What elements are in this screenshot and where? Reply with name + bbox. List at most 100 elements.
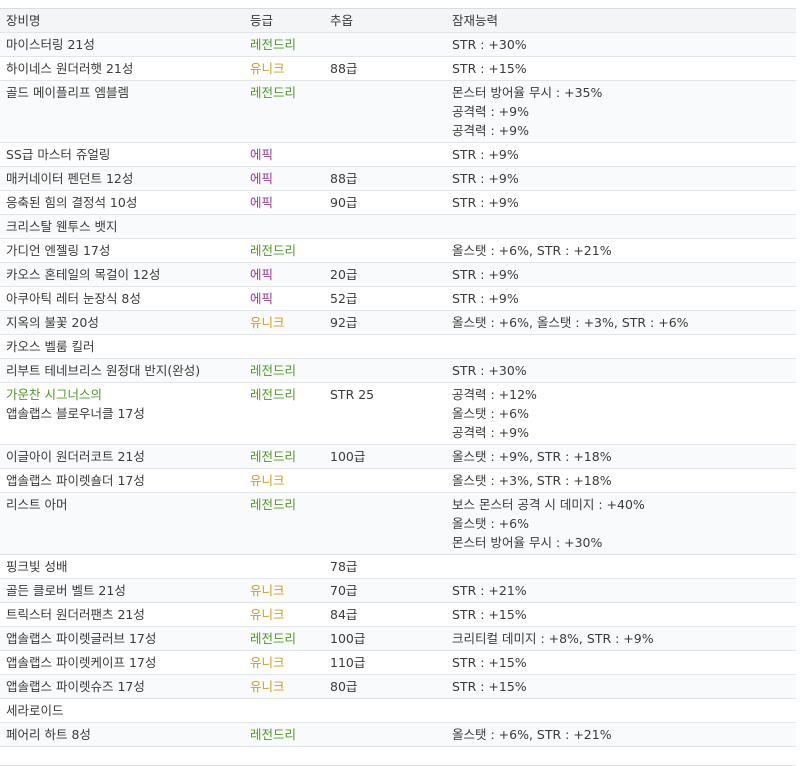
equipment-name-line: 이글아이 원더러코트 21성 xyxy=(6,449,145,464)
cell-potential: STR : +9% xyxy=(446,142,796,167)
cell-flame: 80급 xyxy=(324,674,446,699)
cell-grade: 에픽 xyxy=(244,262,324,287)
cell-equipment-name: 아쿠아틱 레터 눈장식 8성 xyxy=(0,286,244,311)
equipment-name-line: 카오스 혼테일의 목걸이 12성 xyxy=(6,267,161,282)
cell-flame: 88급 xyxy=(324,166,446,191)
equipment-name-line: 지옥의 불꽃 20성 xyxy=(6,315,99,330)
cell-grade: 유니크 xyxy=(244,602,324,627)
cell-grade: 레전드리 xyxy=(244,492,324,555)
cell-potential: STR : +15% xyxy=(446,674,796,699)
cell-flame xyxy=(324,492,446,555)
potential-line: STR : +9% xyxy=(452,147,519,162)
cell-flame: 84급 xyxy=(324,602,446,627)
cell-equipment-name: 앱솔랩스 파이렛글러브 17성 xyxy=(0,626,244,651)
cell-grade: 에픽 xyxy=(244,166,324,191)
cell-equipment-name: 앱솔랩스 파이렛케이프 17성 xyxy=(0,650,244,675)
potential-line: 공격력 : +9% xyxy=(452,104,529,119)
cell-potential: STR : +9% xyxy=(446,190,796,215)
equipment-name-line: 마이스터링 21성 xyxy=(6,37,95,52)
empty-cell xyxy=(324,746,446,766)
cell-potential: STR : +15% xyxy=(446,56,796,81)
cell-potential: STR : +9% xyxy=(446,286,796,311)
cell-potential: 올스탯 : +3%, STR : +18% xyxy=(446,468,796,493)
table-row: 페어리 하트 8성 레전드리 올스탯 : +6%, STR : +21% xyxy=(0,722,796,747)
cell-flame xyxy=(324,722,446,747)
potential-line: 공격력 : +9% xyxy=(452,425,529,440)
potential-line: 올스탯 : +3%, STR : +18% xyxy=(452,473,612,488)
cell-equipment-name: 트릭스터 원더러팬츠 21성 xyxy=(0,602,244,627)
cell-equipment-name: 골드 메이플리프 엠블렘 xyxy=(0,80,244,143)
cell-flame xyxy=(324,142,446,167)
equipment-name-line: 트릭스터 원더러팬츠 21성 xyxy=(6,607,145,622)
cell-equipment-name: 세라로이드 xyxy=(0,698,244,723)
cell-potential: 올스탯 : +9%, STR : +18% xyxy=(446,444,796,469)
cell-grade: 유니크 xyxy=(244,650,324,675)
cell-flame: 78급 xyxy=(324,554,446,579)
cell-grade: 에픽 xyxy=(244,286,324,311)
equipment-name-line: 앱솔랩스 파이렛케이프 17성 xyxy=(6,655,157,670)
cell-equipment-name: 이글아이 원더러코트 21성 xyxy=(0,444,244,469)
potential-line: 몬스터 방어율 무시 : +30% xyxy=(452,535,603,550)
table-row: 트릭스터 원더러팬츠 21성 유니크 84급 STR : +15% xyxy=(0,602,796,627)
header-potential: 잠재능력 xyxy=(446,8,796,33)
table-row: 매커네이터 펜던트 12성 에픽 88급 STR : +9% xyxy=(0,166,796,191)
cell-equipment-name: 마이스터링 21성 xyxy=(0,32,244,57)
cell-equipment-name: 매커네이터 펜던트 12성 xyxy=(0,166,244,191)
potential-line: 올스탯 : +9%, STR : +18% xyxy=(452,449,612,464)
cell-equipment-name: 앱솔랩스 파이렛숄더 17성 xyxy=(0,468,244,493)
potential-line: STR : +9% xyxy=(452,195,519,210)
cell-flame: 20급 xyxy=(324,262,446,287)
equipment-name-line: 골드 메이플리프 엠블렘 xyxy=(6,85,129,100)
potential-line: 올스탯 : +6%, 올스탯 : +3%, STR : +6% xyxy=(452,315,689,330)
cell-potential: 올스탯 : +6%, STR : +21% xyxy=(446,722,796,747)
cell-flame xyxy=(324,698,446,723)
cell-grade: 유니크 xyxy=(244,674,324,699)
cell-flame: 52급 xyxy=(324,286,446,311)
equipment-name-line: 앱솔랩스 파이렛슈즈 17성 xyxy=(6,679,145,694)
equipment-name-line: 응축된 힘의 결정석 10성 xyxy=(6,195,138,210)
potential-line: STR : +9% xyxy=(452,171,519,186)
table-body: 마이스터링 21성 레전드리 STR : +30% 하이네스 원더러햇 21성 유니크 8… xyxy=(0,32,796,766)
cell-equipment-name: 하이네스 원더러햇 21성 xyxy=(0,56,244,81)
cell-flame xyxy=(324,214,446,239)
table-row: 앱솔랩스 파이렛슈즈 17성 유니크 80급 STR : +15% xyxy=(0,674,796,699)
cell-potential: STR : +9% xyxy=(446,262,796,287)
cell-grade: 레전드리 xyxy=(244,722,324,747)
table-row: 세라로이드 xyxy=(0,698,796,723)
table-row: 크리스탈 웬투스 뱃지 xyxy=(0,214,796,239)
potential-line: STR : +15% xyxy=(452,655,527,670)
cell-potential: STR : +30% xyxy=(446,358,796,383)
table-row: 카오스 벨룸 킬러 xyxy=(0,334,796,359)
table-row: 하이네스 원더러햇 21성 유니크 88급 STR : +15% xyxy=(0,56,796,81)
header-flame: 추옵 xyxy=(324,8,446,33)
potential-line: 몬스터 방어율 무시 : +35% xyxy=(452,85,603,100)
cell-potential: 보스 몬스터 공격 시 데미지 : +40% 올스탯 : +6% 몬스터 방어율 무… xyxy=(446,492,796,555)
cell-potential xyxy=(446,698,796,723)
table-row: 골드 메이플리프 엠블렘 레전드리 몬스터 방어율 무시 : +35% 공격력 : +… xyxy=(0,80,796,143)
equipment-name-line: 가운찬 시그너스의 xyxy=(6,387,102,402)
cell-flame: 88급 xyxy=(324,56,446,81)
equipment-name-line: 크리스탈 웬투스 뱃지 xyxy=(6,219,118,234)
cell-grade: 에픽 xyxy=(244,190,324,215)
cell-flame: 100급 xyxy=(324,626,446,651)
cell-potential xyxy=(446,554,796,579)
cell-grade: 에픽 xyxy=(244,142,324,167)
potential-line: 보스 몬스터 공격 시 데미지 : +40% xyxy=(452,497,645,512)
potential-line: 공격력 : +12% xyxy=(452,387,537,402)
potential-line: STR : +21% xyxy=(452,583,527,598)
cell-flame: 110급 xyxy=(324,650,446,675)
empty-cell xyxy=(0,746,244,766)
cell-equipment-name: 골든 클로버 벨트 21성 xyxy=(0,578,244,603)
cell-equipment-name: 가운찬 시그너스의 앱솔랩스 블로우너클 17성 xyxy=(0,382,244,445)
equipment-name-line: 매커네이터 펜던트 12성 xyxy=(6,171,134,186)
cell-grade: 레전드리 xyxy=(244,626,324,651)
cell-equipment-name: 응축된 힘의 결정석 10성 xyxy=(0,190,244,215)
equipment-page: 장비명 등급 추옵 잠재능력 마이스터링 21성 레전드리 STR : +30% 하이… xyxy=(0,8,796,766)
potential-line: 크리티컬 데미지 : +8%, STR : +9% xyxy=(452,631,654,646)
cell-potential xyxy=(446,214,796,239)
cell-flame: 100급 xyxy=(324,444,446,469)
cell-equipment-name: 핑크빛 성배 xyxy=(0,554,244,579)
table-row: 리부트 테네브리스 원정대 반지(완성) 레전드리 STR : +30% xyxy=(0,358,796,383)
cell-grade: 레전드리 xyxy=(244,32,324,57)
cell-flame xyxy=(324,238,446,263)
